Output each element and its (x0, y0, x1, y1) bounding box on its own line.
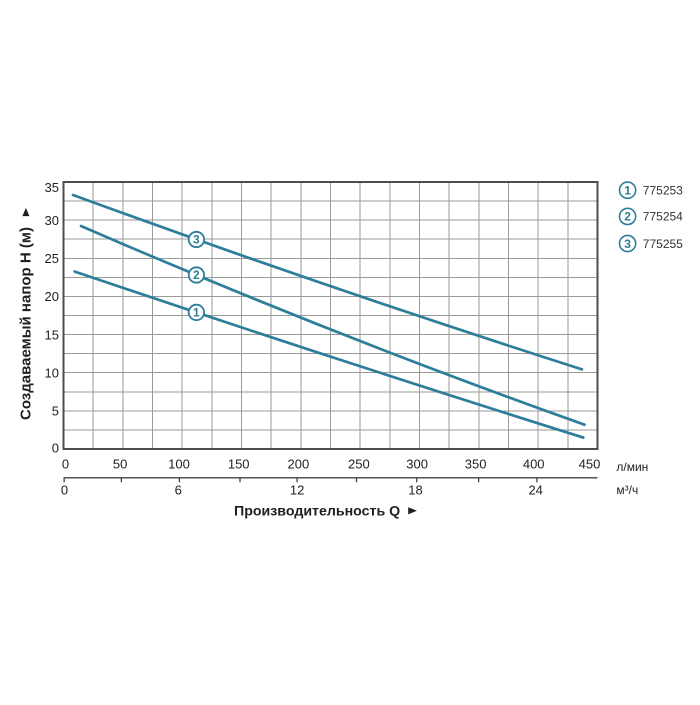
svg-text:3: 3 (193, 233, 200, 247)
svg-text:200: 200 (288, 457, 310, 472)
svg-text:12: 12 (290, 482, 304, 497)
svg-text:3: 3 (624, 237, 631, 251)
svg-text:450: 450 (579, 457, 601, 472)
svg-text:35: 35 (45, 180, 59, 195)
svg-text:15: 15 (45, 327, 59, 342)
svg-text:150: 150 (228, 457, 250, 472)
svg-text:20: 20 (45, 289, 59, 304)
svg-text:24: 24 (528, 482, 542, 497)
svg-text:1: 1 (193, 305, 200, 319)
svg-text:250: 250 (348, 457, 370, 472)
svg-text:30: 30 (45, 213, 59, 228)
svg-text:10: 10 (45, 365, 59, 380)
svg-text:л/мин: л/мин (616, 460, 648, 474)
svg-text:1: 1 (624, 184, 631, 198)
svg-text:775254: 775254 (643, 210, 683, 224)
svg-text:25: 25 (45, 251, 59, 266)
svg-text:Производительность Q: Производительность Q (234, 504, 400, 520)
svg-text:18: 18 (408, 482, 422, 497)
svg-text:0: 0 (52, 441, 59, 456)
svg-text:775255: 775255 (643, 237, 683, 251)
svg-text:775253: 775253 (643, 184, 683, 198)
svg-text:400: 400 (523, 457, 545, 472)
svg-text:350: 350 (465, 457, 487, 472)
svg-text:Создаваемый напор H (м): Создаваемый напор H (м) (18, 227, 35, 420)
svg-text:0: 0 (62, 457, 69, 472)
svg-text:м³/ч: м³/ч (616, 483, 638, 497)
svg-text:5: 5 (52, 404, 59, 419)
svg-text:2: 2 (193, 268, 200, 282)
svg-text:6: 6 (175, 482, 182, 497)
svg-text:100: 100 (168, 457, 190, 472)
svg-text:2: 2 (624, 210, 631, 224)
svg-text:0: 0 (61, 482, 68, 497)
svg-text:300: 300 (406, 457, 428, 472)
svg-text:50: 50 (113, 457, 127, 472)
